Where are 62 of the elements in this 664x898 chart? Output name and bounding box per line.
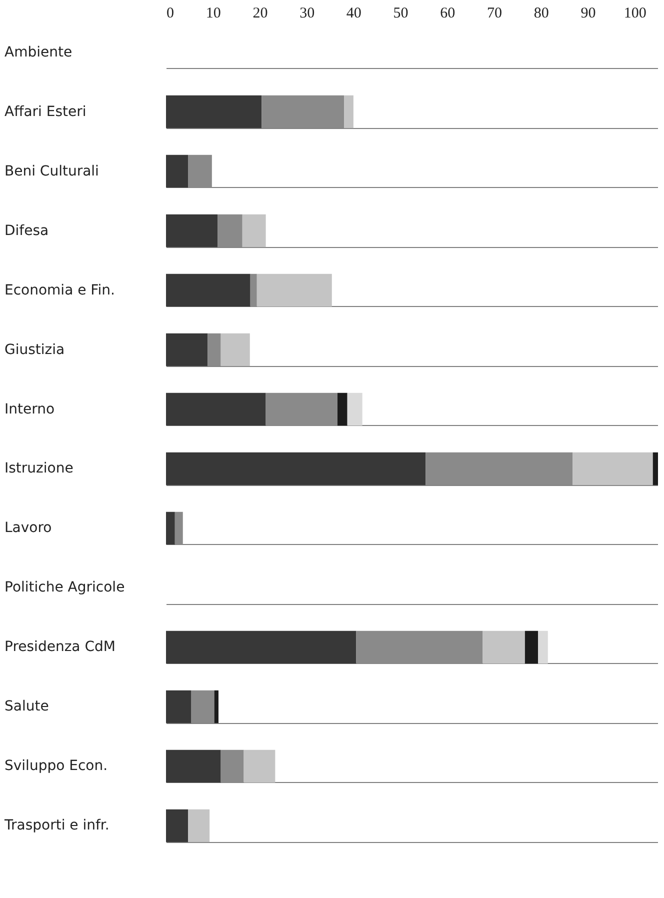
bar: [166, 214, 218, 248]
bar: [174, 512, 183, 545]
bar: [166, 274, 250, 307]
bar: [166, 333, 208, 366]
bar: [337, 392, 348, 426]
bar: [166, 95, 262, 128]
bar: [426, 452, 573, 486]
bar: [344, 95, 354, 128]
bar: [356, 630, 483, 664]
bar: [188, 154, 212, 188]
bar: [214, 690, 218, 724]
bar: [572, 452, 653, 486]
bar: [524, 630, 538, 664]
bar: [652, 452, 658, 486]
y-tick-label: Beni Culturali: [4, 163, 99, 180]
bar: [166, 809, 188, 842]
x-tick-label: 50: [393, 6, 408, 22]
x-tick-label: 60: [440, 6, 456, 22]
y-tick-label: Politiche Agricole: [4, 580, 125, 596]
bar: [244, 750, 276, 783]
bar: [191, 690, 214, 724]
y-tick-label: Giustizia: [4, 342, 65, 358]
bar: [538, 630, 548, 664]
bar: [347, 392, 362, 426]
y-tick-label: Economia e Fin.: [4, 282, 115, 298]
x-tick-label: 40: [346, 6, 362, 22]
y-tick-label: Ambiente: [4, 44, 72, 60]
bar: [166, 630, 356, 664]
x-tick-label: 90: [580, 6, 596, 22]
y-tick-label: Salute: [4, 698, 49, 715]
y-tick-label: Affari Esteri: [4, 104, 86, 120]
bar: [262, 95, 344, 128]
y-tick-label: Istruzione: [4, 460, 74, 477]
x-tick-label: 0: [166, 6, 174, 22]
bar: [256, 274, 332, 307]
bar: [482, 630, 525, 664]
bar: [166, 154, 188, 188]
bar: [166, 690, 192, 724]
bar: [188, 809, 210, 842]
y-tick-label: Difesa: [4, 222, 49, 239]
y-tick-label: Sviluppo Econ.: [4, 758, 108, 774]
x-tick-label: 70: [487, 6, 502, 22]
bar: [250, 274, 257, 307]
x-tick-label: 20: [252, 6, 268, 22]
bar: [220, 750, 244, 783]
x-tick-label: 10: [206, 6, 221, 22]
bar: [242, 214, 266, 248]
y-tick-label: Lavoro: [4, 520, 52, 536]
bar: [166, 750, 221, 783]
bar: [266, 392, 338, 426]
bar: [166, 452, 426, 486]
bar: [166, 512, 175, 545]
y-tick-label: Trasporti e infr.: [4, 818, 110, 834]
y-tick-label: Interno: [4, 401, 55, 418]
x-tick-label: 30: [300, 6, 315, 22]
bar: [166, 392, 266, 426]
bar: [220, 333, 250, 366]
x-tick-label: 100: [624, 6, 646, 22]
y-tick-label: Presidenza CdM: [4, 639, 116, 656]
x-tick-label: 80: [534, 6, 549, 22]
bar: [208, 333, 221, 366]
bar: [218, 214, 242, 248]
